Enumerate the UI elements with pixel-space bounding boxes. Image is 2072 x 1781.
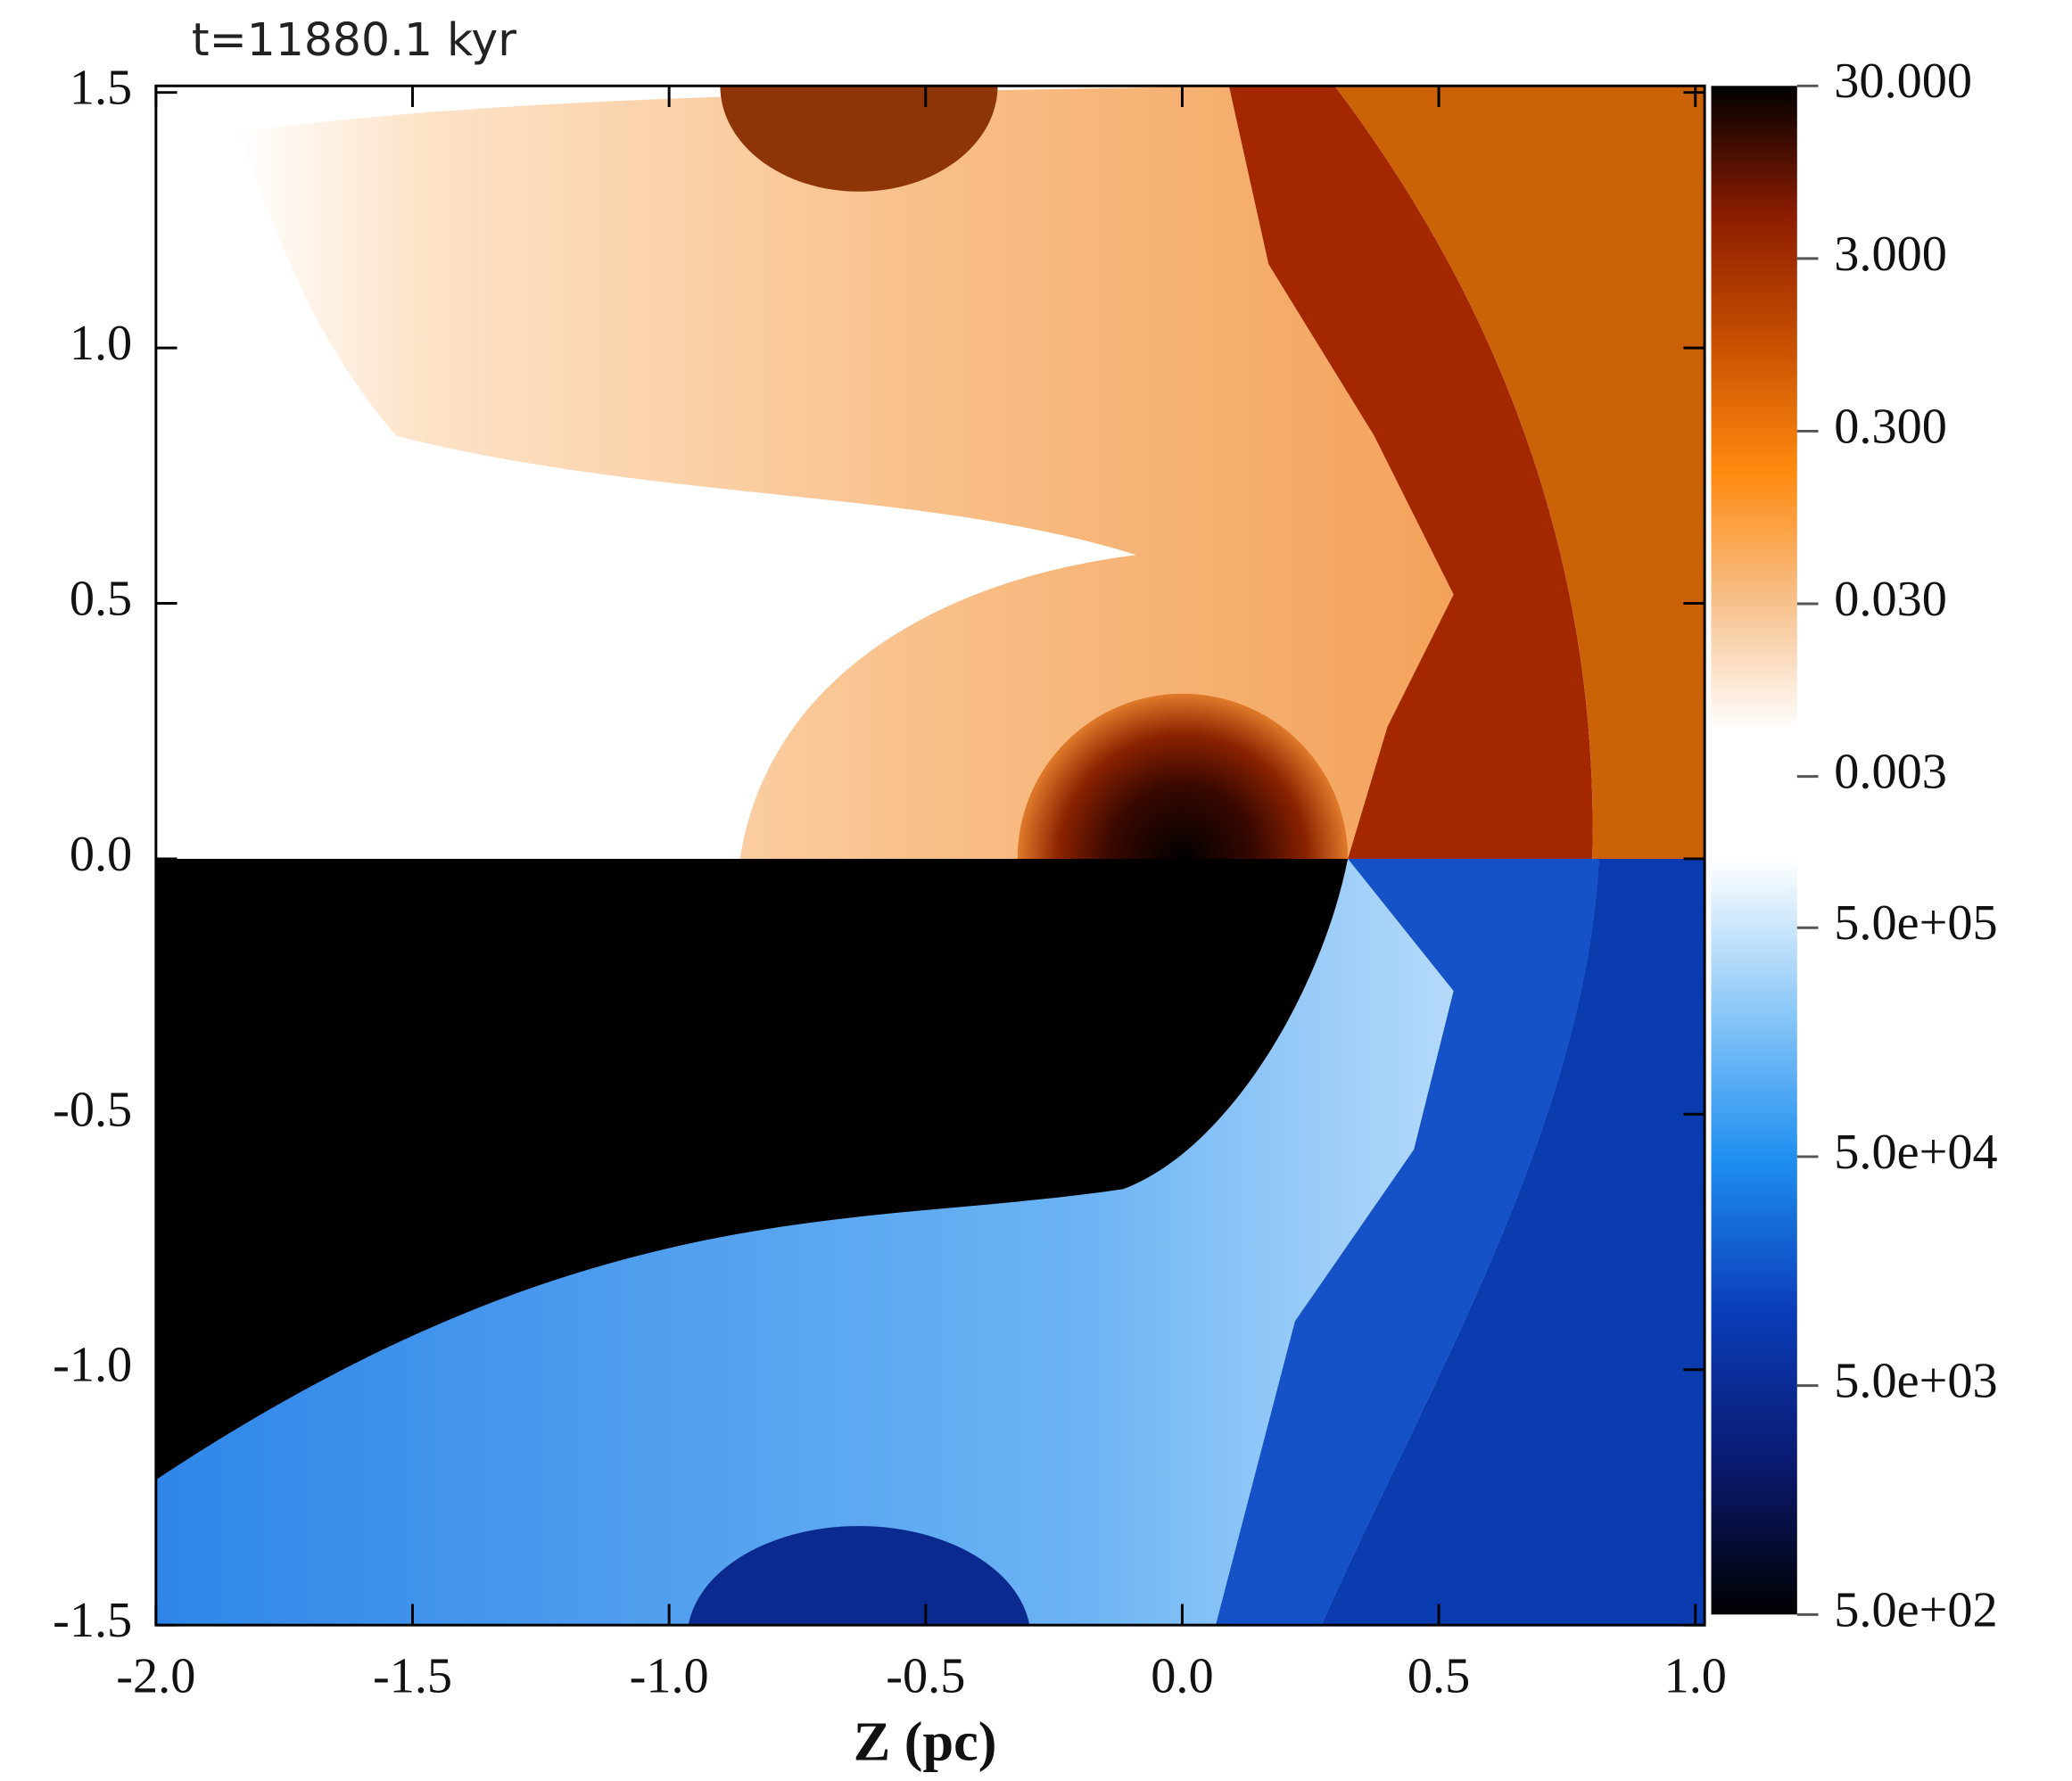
core — [1017, 693, 1349, 859]
y-tick-label: -0.5 — [53, 1082, 132, 1137]
axes: -2.0 -1.5 -1.0 -0.5 0.0 0.5 1.0-1.5-1.0-0.50.0… — [53, 54, 1998, 1703]
colorbar-tick-label: 0.300 — [1834, 399, 1947, 454]
colorbar-tick-label: 5.0e+02 — [1834, 1582, 1997, 1637]
colorbar-tick-label: 5.0e+05 — [1834, 895, 1997, 951]
x-axis-label: Z (pc) — [854, 1711, 997, 1772]
plot-frame — [154, 84, 1706, 1627]
colorbar-tick-label: 5.0e+03 — [1834, 1354, 1997, 1409]
shocked-band — [1215, 858, 1599, 1626]
y-tick-label: 0.0 — [70, 827, 132, 882]
shocked-band — [1228, 86, 1593, 859]
colorbar-tick-label: 0.030 — [1834, 572, 1947, 627]
colorbar-tick-label: 5.0e+04 — [1834, 1125, 1997, 1180]
upper-panel — [155, 86, 1705, 859]
chart-title: t=11880.1 kyr — [192, 13, 516, 66]
colorbar — [1711, 858, 1797, 1615]
lower-panel — [155, 858, 1705, 1626]
y-tick-label: -1.5 — [53, 1593, 132, 1648]
y-tick-label: -1.0 — [53, 1338, 132, 1393]
ambient — [1334, 86, 1705, 859]
colorbar — [1711, 86, 1797, 859]
x-tick-label: 0.0 — [1151, 1648, 1213, 1703]
colorbar-tick-label: 0.003 — [1834, 745, 1947, 800]
x-tick-label: -0.5 — [886, 1648, 965, 1703]
y-tick-label: 1.5 — [70, 61, 132, 116]
shell — [237, 86, 1454, 859]
x-tick-label: -1.5 — [373, 1648, 452, 1703]
x-tick-label: -2.0 — [116, 1648, 195, 1703]
y-tick-label: 1.0 — [70, 316, 132, 371]
colorbar-tick-label: 30.000 — [1834, 54, 1972, 109]
x-tick-label: 0.5 — [1407, 1648, 1470, 1703]
colorbar-tick-label: 3.000 — [1834, 227, 1947, 282]
clump — [720, 86, 998, 192]
cold-region — [155, 858, 1349, 1480]
clump — [688, 1526, 1030, 1626]
x-tick-label: -1.0 — [630, 1648, 709, 1703]
x-tick-label: 1.0 — [1664, 1648, 1727, 1703]
y-tick-label: 0.5 — [70, 571, 132, 626]
field-image — [155, 86, 1705, 1626]
ambient — [1321, 858, 1705, 1626]
